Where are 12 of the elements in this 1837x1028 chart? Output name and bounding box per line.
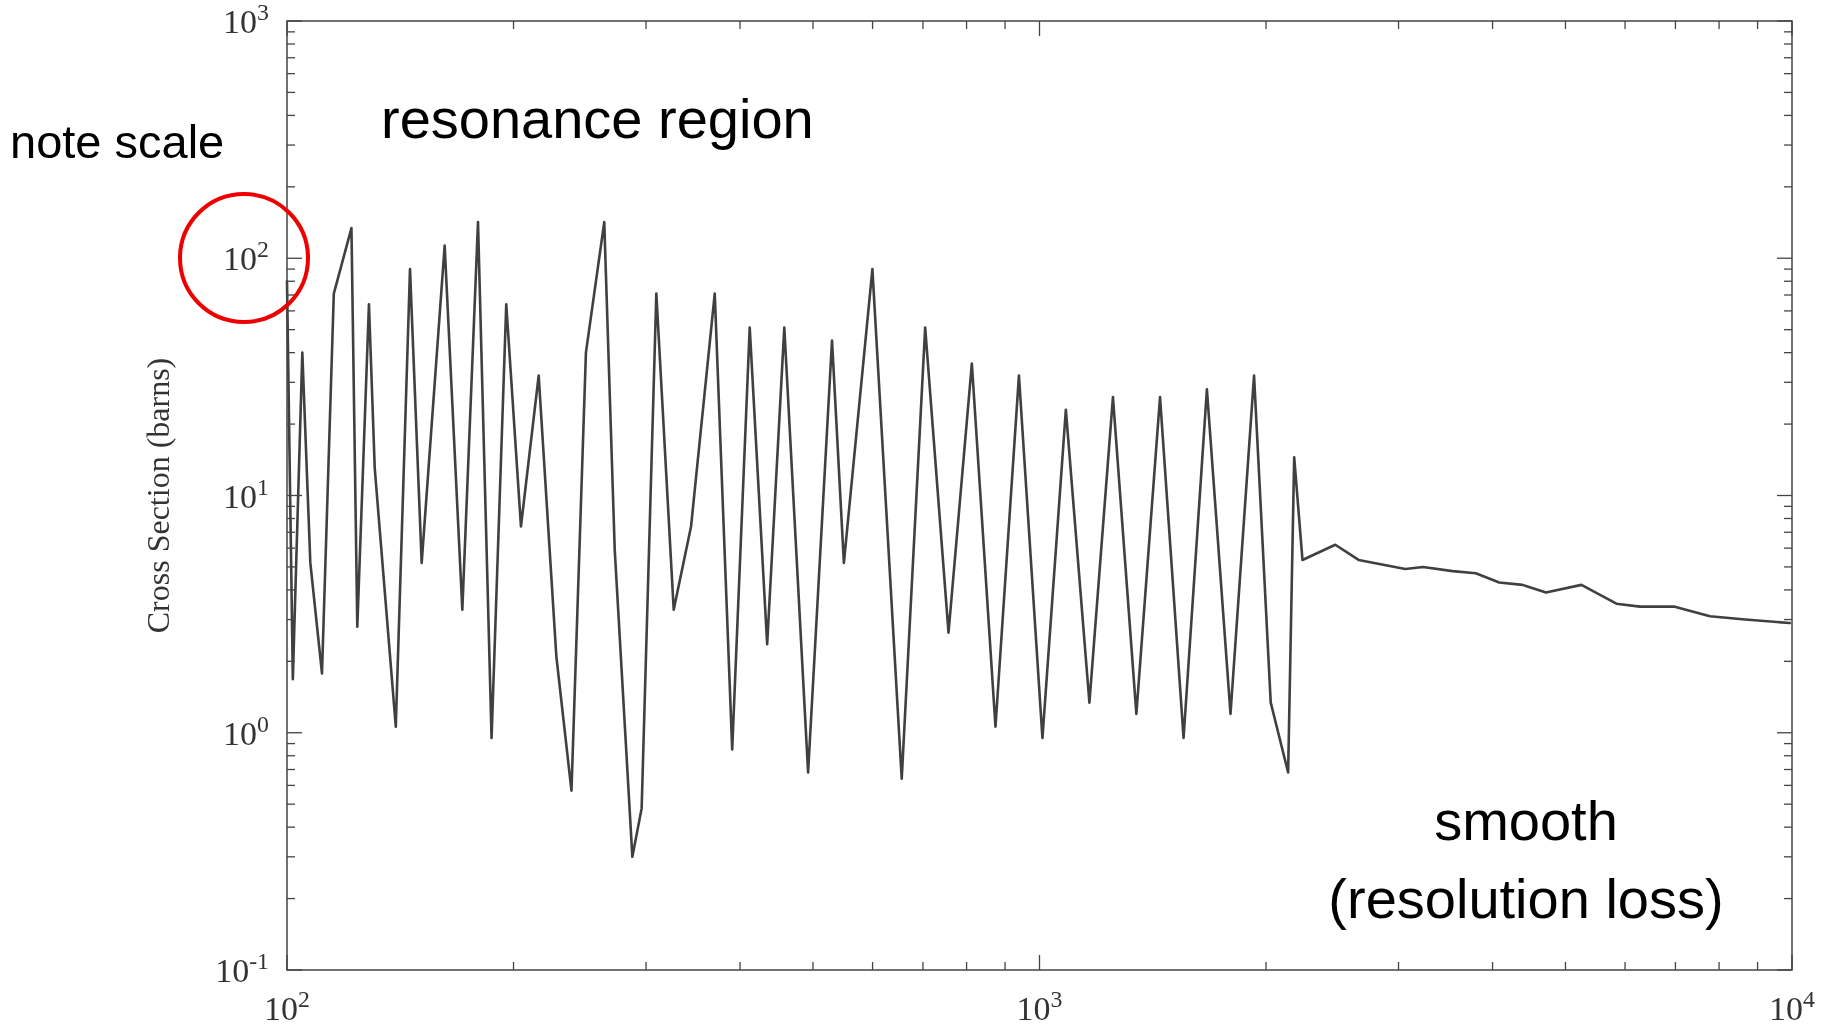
y-tick-label: 10$^{3}$	[223, 0, 269, 40]
annotation: resonance region	[381, 87, 814, 150]
y-tick-label: 10$^{-1}$	[215, 948, 269, 989]
text: note scale	[10, 115, 225, 168]
x-tick-label: 10$^{4}$	[1769, 986, 1816, 1027]
x-tick-label: 10$^{2}$	[264, 986, 310, 1027]
x-tick-label: 10$^{3}$	[1016, 986, 1063, 1027]
y-axis-title: Cross Section (barns)	[140, 357, 176, 634]
annotation: smooth (resolution loss)	[1328, 789, 1724, 930]
y-tick-label: 10$^{2}$	[223, 236, 269, 278]
y-tick-label: 10$^{1}$	[223, 473, 269, 515]
y-tick-label: 10$^{0}$	[223, 710, 269, 752]
